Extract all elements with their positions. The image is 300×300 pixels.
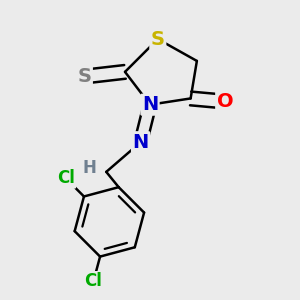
Text: H: H <box>82 159 96 177</box>
Text: Cl: Cl <box>57 169 75 187</box>
Text: Cl: Cl <box>85 272 102 290</box>
Text: N: N <box>133 133 149 152</box>
Text: O: O <box>217 92 233 111</box>
Text: N: N <box>142 95 158 114</box>
Text: S: S <box>151 30 165 49</box>
Text: S: S <box>77 67 92 86</box>
